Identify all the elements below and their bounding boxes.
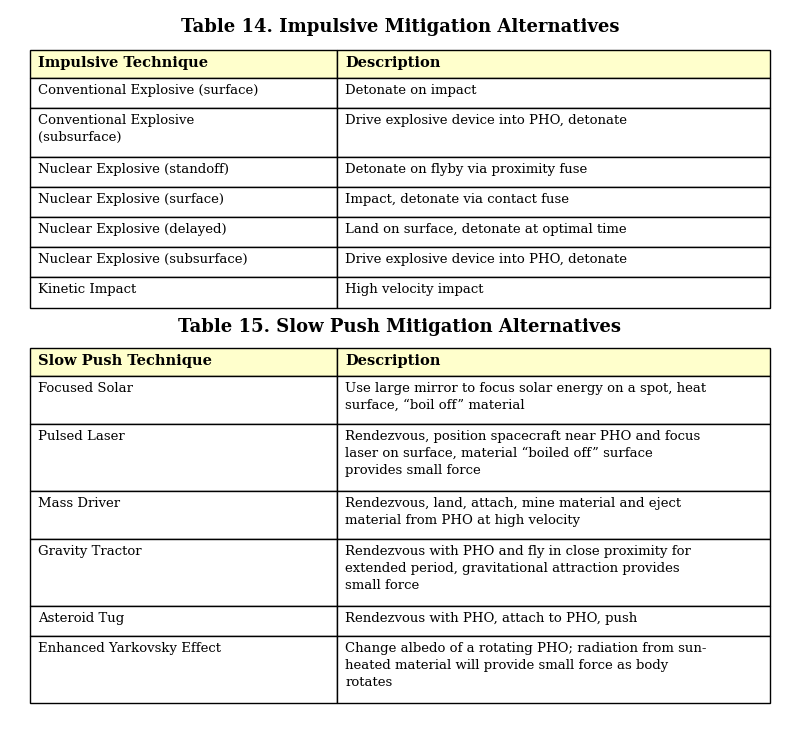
Bar: [30, 217, 337, 247]
Bar: [337, 539, 770, 606]
Bar: [30, 108, 337, 156]
Bar: [337, 156, 770, 187]
Text: Rendezvous with PHO, attach to PHO, push: Rendezvous with PHO, attach to PHO, push: [345, 612, 638, 625]
Text: Conventional Explosive (surface): Conventional Explosive (surface): [38, 84, 258, 97]
Text: Table 14. Impulsive Mitigation Alternatives: Table 14. Impulsive Mitigation Alternati…: [181, 18, 619, 36]
Text: Detonate on flyby via proximity fuse: Detonate on flyby via proximity fuse: [345, 163, 587, 175]
Text: Conventional Explosive
(subsurface): Conventional Explosive (subsurface): [38, 115, 194, 144]
Bar: [337, 247, 770, 277]
Bar: [30, 539, 337, 606]
Text: Slow Push Technique: Slow Push Technique: [38, 354, 212, 368]
Text: Nuclear Explosive (standoff): Nuclear Explosive (standoff): [38, 163, 229, 175]
Text: Rendezvous, land, attach, mine material and eject
material from PHO at high velo: Rendezvous, land, attach, mine material …: [345, 497, 682, 527]
Text: Drive explosive device into PHO, detonate: Drive explosive device into PHO, detonat…: [345, 115, 627, 127]
Text: Kinetic Impact: Kinetic Impact: [38, 283, 136, 297]
Text: Focused Solar: Focused Solar: [38, 382, 133, 395]
Bar: [30, 277, 337, 308]
Text: Nuclear Explosive (subsurface): Nuclear Explosive (subsurface): [38, 253, 248, 266]
Text: Description: Description: [345, 56, 441, 70]
Bar: [337, 78, 770, 108]
Text: Change albedo of a rotating PHO; radiation from sun-
heated material will provid: Change albedo of a rotating PHO; radiati…: [345, 642, 706, 689]
Text: Description: Description: [345, 354, 441, 368]
Bar: [337, 348, 770, 376]
Bar: [337, 376, 770, 424]
Bar: [30, 376, 337, 424]
Text: Pulsed Laser: Pulsed Laser: [38, 430, 125, 443]
Bar: [30, 424, 337, 491]
Text: Rendezvous with PHO and fly in close proximity for
extended period, gravitationa: Rendezvous with PHO and fly in close pro…: [345, 545, 691, 592]
Bar: [337, 491, 770, 539]
Text: Detonate on impact: Detonate on impact: [345, 84, 477, 97]
Bar: [337, 187, 770, 217]
Bar: [30, 78, 337, 108]
Bar: [337, 50, 770, 78]
Text: Nuclear Explosive (surface): Nuclear Explosive (surface): [38, 193, 224, 206]
Text: Drive explosive device into PHO, detonate: Drive explosive device into PHO, detonat…: [345, 253, 627, 266]
Bar: [337, 217, 770, 247]
Text: Land on surface, detonate at optimal time: Land on surface, detonate at optimal tim…: [345, 223, 626, 236]
Bar: [30, 348, 337, 376]
Text: Nuclear Explosive (delayed): Nuclear Explosive (delayed): [38, 223, 226, 236]
Bar: [30, 156, 337, 187]
Bar: [337, 424, 770, 491]
Bar: [30, 606, 337, 636]
Text: Asteroid Tug: Asteroid Tug: [38, 612, 124, 625]
Text: Rendezvous, position spacecraft near PHO and focus
laser on surface, material “b: Rendezvous, position spacecraft near PHO…: [345, 430, 700, 477]
Text: Use large mirror to focus solar energy on a spot, heat
surface, “boil off” mater: Use large mirror to focus solar energy o…: [345, 382, 706, 412]
Text: Enhanced Yarkovsky Effect: Enhanced Yarkovsky Effect: [38, 642, 221, 655]
Bar: [30, 247, 337, 277]
Text: High velocity impact: High velocity impact: [345, 283, 483, 297]
Bar: [30, 636, 337, 703]
Bar: [30, 491, 337, 539]
Text: Table 15. Slow Push Mitigation Alternatives: Table 15. Slow Push Mitigation Alternati…: [178, 318, 622, 336]
Bar: [30, 50, 337, 78]
Bar: [337, 636, 770, 703]
Text: Impact, detonate via contact fuse: Impact, detonate via contact fuse: [345, 193, 569, 206]
Text: Impulsive Technique: Impulsive Technique: [38, 56, 208, 70]
Text: Gravity Tractor: Gravity Tractor: [38, 545, 142, 559]
Text: Mass Driver: Mass Driver: [38, 497, 120, 510]
Bar: [337, 108, 770, 156]
Bar: [337, 606, 770, 636]
Bar: [337, 277, 770, 308]
Bar: [30, 187, 337, 217]
